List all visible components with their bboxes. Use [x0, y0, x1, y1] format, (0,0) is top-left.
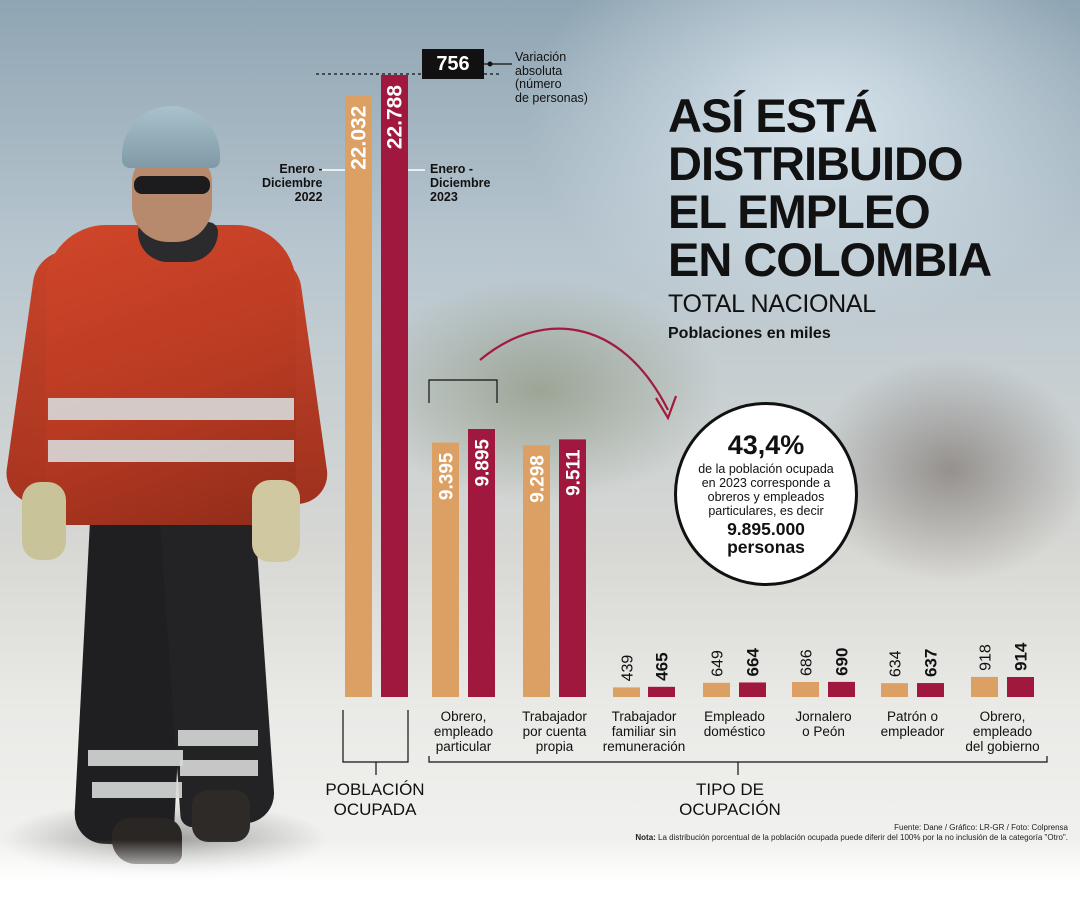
bar-2022-0	[345, 95, 372, 697]
bracket-poblacion	[342, 710, 409, 763]
worker-boot	[192, 790, 250, 842]
bar-2023-6	[917, 683, 944, 697]
bar-2022-2	[523, 445, 550, 697]
value-label-2023-5: 690	[833, 648, 852, 676]
value-label-2022-5: 686	[799, 649, 816, 676]
worker-jacket	[46, 225, 296, 525]
value-label-2022-6: 634	[888, 650, 905, 677]
bar-2022-6	[881, 683, 908, 697]
reflective-stripe	[92, 782, 182, 798]
source-credit: Fuente: Dane / Gráfico: LR-GR / Foto: Co…	[894, 823, 1068, 832]
callout-arrow	[479, 327, 669, 411]
value-label-2022-0: 22.032	[348, 106, 371, 170]
value-label-2022-2: 9.298	[528, 455, 549, 503]
category-label-7: Obrero, empleado del gobierno	[965, 709, 1039, 754]
value-label-2022-1: 9.395	[437, 452, 458, 500]
bar-2023-7	[1007, 677, 1034, 697]
reflective-stripe	[180, 760, 258, 776]
variation-label: Variación absoluta (número de personas)	[515, 50, 588, 105]
callout-text: de la población ocupada en 2023 correspo…	[698, 462, 834, 518]
legend-label-2022: Enero - Diciembre 2022	[262, 162, 323, 204]
value-label-2023-4: 664	[744, 648, 763, 677]
highlight-bracket	[428, 379, 498, 403]
variation-dot	[487, 61, 493, 67]
value-label-2023-3: 465	[653, 652, 672, 680]
bar-2022-1	[432, 442, 459, 697]
group-label-poblacion: POBLACIÓN OCUPADA	[325, 780, 425, 819]
chart-title: ASÍ ESTÁ DISTRIBUIDO EL EMPLEO EN COLOMB…	[668, 89, 992, 286]
callout-unit: personas	[727, 537, 805, 557]
bar-2022-3	[613, 687, 640, 697]
reflective-stripe	[48, 440, 294, 462]
title-block: ASÍ ESTÁ DISTRIBUIDO EL EMPLEO EN COLOMB…	[668, 92, 1068, 343]
chart-subtitle: TOTAL NACIONAL	[668, 290, 876, 318]
bar-2022-4	[703, 682, 730, 697]
note-label: Nota:	[635, 833, 656, 842]
bar-2023-5	[828, 681, 855, 697]
value-label-2022-7: 918	[978, 644, 995, 671]
category-label-3: Trabajador familiar sin remuneración	[603, 709, 686, 754]
worker-glasses	[134, 176, 210, 194]
category-label-2: Trabajador por cuenta propia	[522, 709, 587, 754]
bar-2022-7	[971, 676, 998, 697]
category-label-1: Obrero, empleado particular	[434, 709, 493, 754]
variation-value: 756	[422, 49, 484, 79]
value-label-2023-2: 9.511	[564, 449, 585, 496]
category-label-5: Jornalero o Peón	[795, 709, 851, 739]
background-fade	[0, 840, 1080, 900]
category-label-6: Patrón o empleador	[881, 709, 945, 739]
value-label-2023-6: 637	[922, 649, 941, 677]
value-label-2023-0: 22.788	[384, 85, 407, 150]
bar-2022-5	[792, 681, 819, 697]
worker-glove	[252, 480, 300, 562]
bar-2023-4	[739, 682, 766, 697]
bar-2023-3	[648, 686, 675, 697]
callout-circle: 43,4% de la población ocupada en 2023 co…	[674, 402, 858, 586]
bar-2023-0	[381, 75, 408, 697]
value-label-2022-4: 649	[710, 650, 727, 677]
worker-glove	[22, 482, 66, 560]
group-label-tipo: TIPO DE OCUPACIÓN	[679, 780, 781, 819]
callout-arrow-head	[655, 395, 678, 421]
value-label-2023-1: 9.895	[473, 439, 494, 487]
callout-number: 9.895.000	[727, 519, 805, 539]
reflective-stripe	[88, 750, 183, 766]
callout-percent: 43,4%	[727, 430, 805, 460]
value-label-2023-7: 914	[1012, 642, 1031, 671]
units-note: Poblaciones en miles	[668, 325, 831, 342]
reflective-stripe	[178, 730, 258, 746]
legend-label-2023: Enero - Diciembre 2023	[430, 162, 491, 204]
bracket-tipo	[428, 756, 1048, 763]
note-text: La distribución porcentual de la poblaci…	[658, 833, 1068, 842]
footnote: Nota: La distribución porcentual de la p…	[635, 833, 1068, 842]
bar-2023-2	[559, 439, 586, 697]
value-label-2022-3: 439	[620, 655, 637, 682]
category-label-4: Empleado doméstico	[704, 709, 766, 739]
bar-2023-1	[468, 429, 495, 697]
reflective-stripe	[48, 398, 294, 420]
